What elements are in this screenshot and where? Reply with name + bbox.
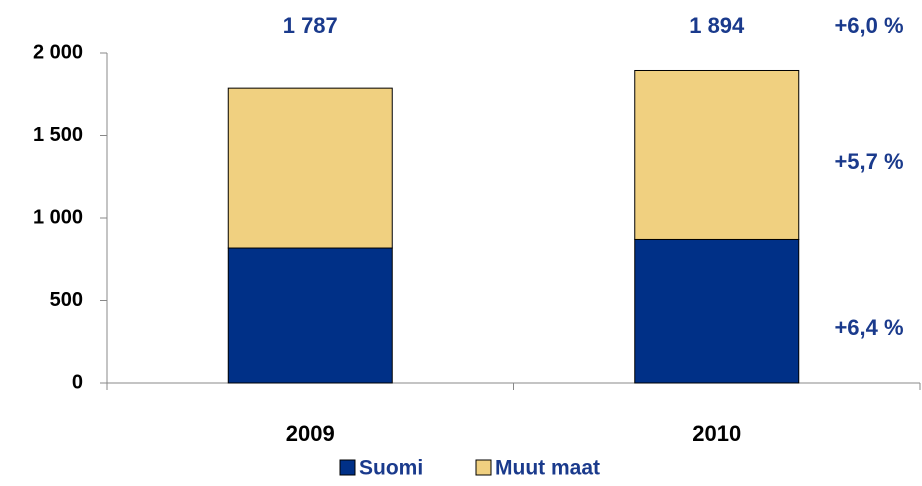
bar-segment: [634, 238, 800, 384]
legend-swatch: [339, 459, 356, 476]
legend-label: Muut maat: [495, 457, 600, 480]
bar-segment: [227, 247, 393, 384]
x-tick-label: 2010: [692, 421, 741, 446]
y-tick-label: 500: [50, 289, 83, 311]
x-tick-label: 2009: [286, 421, 335, 446]
bar-segment: [634, 69, 800, 240]
change-label: +5,7 %: [834, 149, 903, 174]
y-tick-label: 2 000: [33, 41, 83, 63]
y-tick-label: 1 000: [33, 206, 83, 228]
total-label: 1 894: [689, 13, 745, 38]
y-tick-label: 1 500: [33, 124, 83, 146]
y-tick-label: 0: [72, 371, 83, 393]
bar-segment: [227, 87, 393, 249]
legend-label: Suomi: [359, 457, 423, 480]
change-label: +6,4 %: [834, 315, 903, 340]
change-label: +6,0 %: [834, 13, 903, 38]
legend-swatch: [475, 459, 492, 476]
total-label: 1 787: [283, 13, 338, 38]
